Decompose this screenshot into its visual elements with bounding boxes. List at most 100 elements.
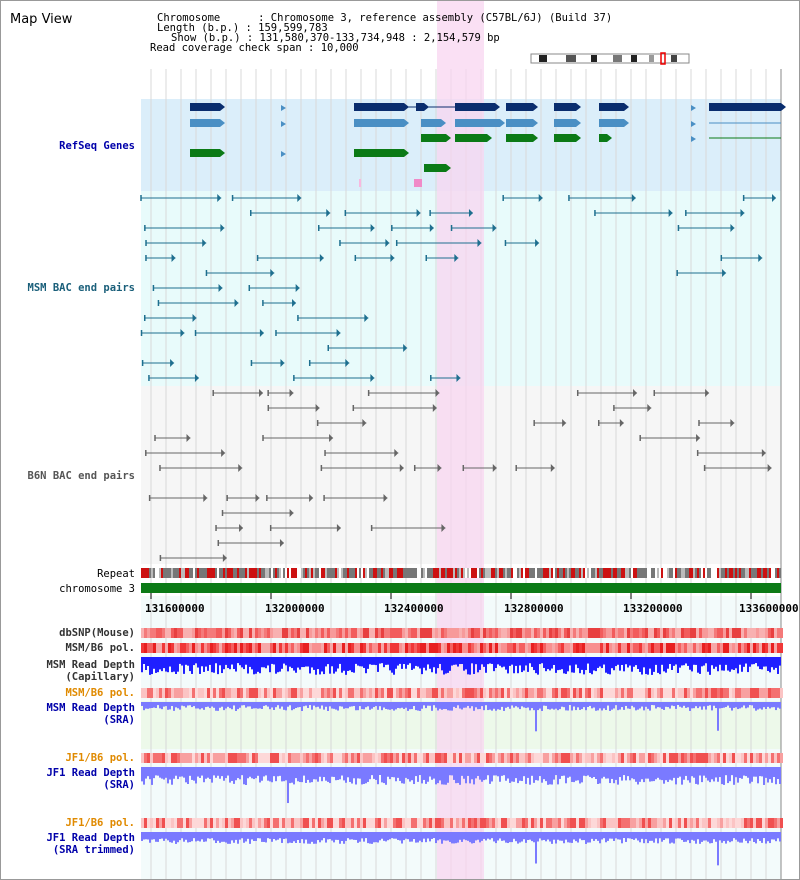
heat-cell — [615, 818, 618, 828]
depth-bar — [417, 832, 419, 843]
depth-bar — [333, 767, 335, 777]
depth-bar — [233, 657, 235, 669]
depth-bar — [171, 657, 173, 673]
heat-cell — [606, 688, 609, 698]
bac-end-arrow — [394, 449, 399, 457]
repeat-mark — [579, 568, 581, 578]
depth-bar — [605, 832, 607, 843]
heat-cell — [765, 643, 768, 653]
heat-cell — [192, 643, 195, 653]
heat-cell — [714, 753, 717, 763]
depth-bar — [327, 657, 329, 665]
depth-bar — [393, 657, 395, 675]
depth-bar — [249, 767, 251, 777]
heat-cell — [462, 688, 465, 698]
bac-end-arrow — [538, 194, 543, 202]
depth-bar — [215, 702, 217, 711]
heat-cell — [339, 688, 342, 698]
depth-bar — [753, 832, 755, 842]
depth-bar — [295, 702, 297, 709]
heat-cell — [726, 818, 729, 828]
depth-bar — [363, 657, 365, 668]
heat-cell — [729, 628, 732, 638]
depth-bar — [185, 702, 187, 708]
depth-bar — [463, 832, 465, 840]
depth-bar — [437, 767, 439, 784]
repeat-mark — [575, 568, 577, 578]
depth-bar — [327, 767, 329, 782]
depth-bar — [615, 767, 617, 780]
repeat-mark — [541, 568, 543, 578]
depth-bar — [249, 657, 251, 667]
depth-bar — [143, 832, 145, 840]
depth-bar — [449, 702, 451, 711]
depth-bar — [405, 767, 407, 778]
depth-bar — [509, 767, 511, 783]
repeat-mark — [591, 568, 593, 578]
depth-bar — [465, 832, 467, 841]
depth-bar — [779, 767, 781, 784]
heat-cell — [582, 643, 585, 653]
heat-cell — [645, 643, 648, 653]
heat-cell — [444, 643, 447, 653]
depth-bar — [595, 657, 597, 672]
heat-cell — [603, 753, 606, 763]
track-label-msm-bac[interactable]: MSM BAC end pairs — [27, 282, 135, 294]
heat-cell — [393, 818, 396, 828]
repeat-mark — [249, 568, 251, 578]
depth-bar — [291, 832, 293, 843]
depth-bar — [149, 702, 151, 709]
heat-cell — [588, 688, 591, 698]
heat-cell — [648, 818, 651, 828]
heat-cell — [168, 628, 171, 638]
repeat-mark — [313, 568, 315, 578]
repeat-mark — [735, 568, 737, 578]
depth-bar — [165, 702, 167, 707]
heat-cell — [486, 643, 489, 653]
heat-cell — [453, 753, 456, 763]
heat-cell — [657, 753, 660, 763]
depth-bar — [325, 767, 327, 781]
heat-cell — [747, 628, 750, 638]
heat-cell — [675, 753, 678, 763]
track-label-refseq[interactable]: RefSeq Genes — [59, 140, 135, 152]
heat-cell — [357, 818, 360, 828]
repeat-mark — [183, 568, 185, 578]
repeat-mark — [503, 568, 505, 578]
depth-bar — [271, 832, 273, 842]
heat-cell — [651, 753, 654, 763]
heat-cell — [159, 818, 162, 828]
depth-bar — [437, 702, 439, 711]
depth-bar — [381, 767, 383, 783]
depth-bar — [467, 702, 469, 706]
depth-bar — [557, 767, 559, 785]
depth-bar — [363, 832, 365, 842]
depth-bar — [297, 702, 299, 708]
depth-bar — [251, 767, 253, 779]
depth-bar — [423, 657, 425, 668]
depth-bar — [407, 767, 409, 780]
depth-bar — [189, 767, 191, 776]
heat-cell — [588, 818, 591, 828]
heat-cell — [204, 688, 207, 698]
repeat-mark — [775, 568, 777, 578]
heat-cell — [765, 628, 768, 638]
track-label-b6n-bac[interactable]: B6N BAC end pairs — [27, 470, 135, 482]
heat-cell — [252, 818, 255, 828]
heat-cell — [561, 688, 564, 698]
repeat-mark — [423, 568, 425, 578]
heat-cell — [156, 628, 159, 638]
heat-cell — [714, 628, 717, 638]
repeat-mark — [683, 568, 685, 578]
bac-end-arrow — [435, 389, 440, 397]
heat-cell — [273, 753, 276, 763]
heat-cell — [708, 753, 711, 763]
bac-end-arrow — [292, 299, 297, 307]
depth-bar — [323, 657, 325, 675]
repeat-mark — [667, 568, 669, 578]
depth-bar — [465, 767, 467, 784]
show-label: Show (b.p.) : — [171, 32, 260, 44]
depth-bar — [229, 657, 231, 670]
heat-cell — [696, 753, 699, 763]
